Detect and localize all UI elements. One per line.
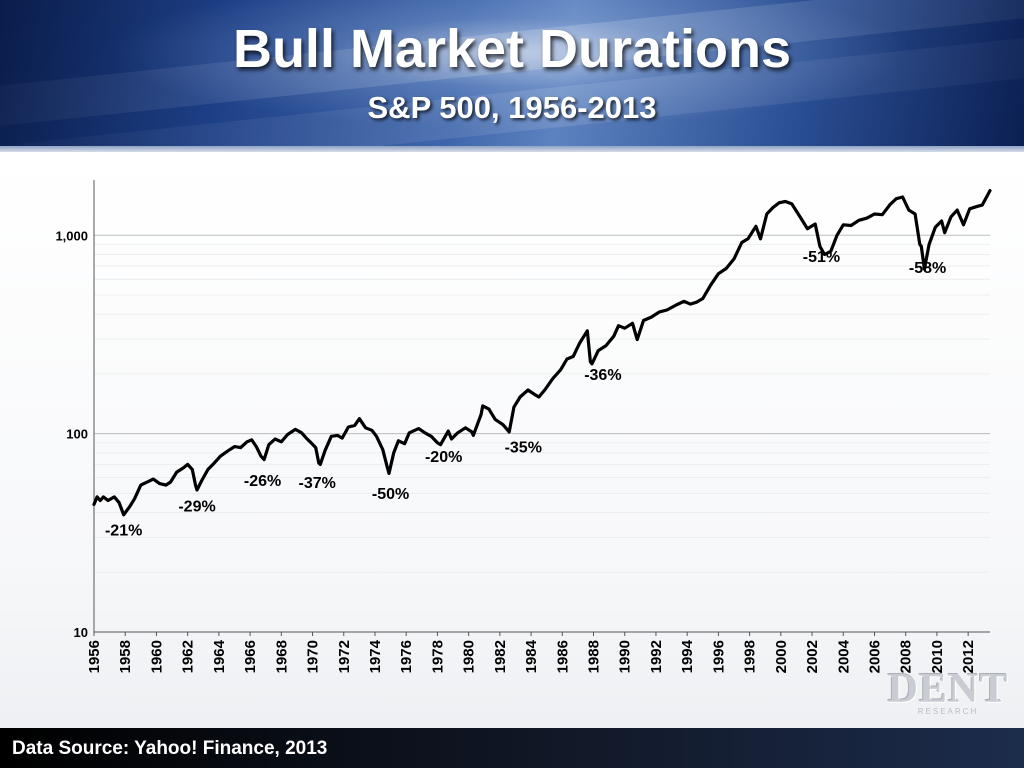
x-tick-label: 1994: [679, 639, 696, 673]
x-tick-label: 1990: [617, 640, 634, 673]
x-tick-label: 1980: [461, 640, 478, 673]
gridlines: [94, 234, 990, 633]
x-tick-label: 1978: [429, 640, 446, 673]
axes: [93, 180, 990, 636]
x-tick-label: 1958: [117, 640, 134, 673]
x-tick-label: 2004: [835, 639, 852, 673]
x-tick-label: 1970: [305, 640, 322, 673]
page-title: Bull Market Durations: [232, 19, 792, 79]
chart-area: 10 100 1,000 1956 1958 1960 1962 1964 1966 1968 1…: [0, 152, 1024, 728]
x-tick-label: 1988: [586, 640, 603, 673]
drawdown-label: -20%: [425, 449, 462, 466]
x-tick-label: 1986: [554, 640, 571, 673]
x-tick-label: 1974: [367, 639, 384, 673]
drawdown-label: -35%: [505, 440, 542, 457]
sp500-line: [92, 189, 992, 517]
x-tick-label: 1968: [273, 640, 290, 673]
logo-word: DENT: [887, 666, 1009, 712]
x-tick-label: 2012: [960, 640, 977, 673]
drawdown-label: -50%: [372, 486, 409, 503]
drawdown-label: -26%: [244, 473, 281, 490]
x-tick-label: 1996: [710, 640, 727, 673]
x-tick-label: 1982: [492, 640, 509, 673]
x-tick-label: 2006: [866, 640, 883, 673]
title-banner: Bull Market Durations S&P 500, 1956-2013: [0, 0, 1024, 150]
logo-subtext: RESEARCH: [917, 707, 979, 716]
y-tick-label: 1,000: [55, 228, 88, 243]
y-tick-label: 100: [66, 427, 88, 442]
series-group: [92, 189, 992, 517]
y-axis-labels: 10 100 1,000: [55, 228, 88, 640]
x-tick-label: 1960: [148, 640, 165, 673]
x-tick-label: 1998: [742, 640, 759, 673]
x-tick-label: 2008: [898, 640, 915, 673]
x-tick-label: 1984: [523, 639, 540, 673]
footer-bar: Data Source: Yahoo! Finance, 2013: [0, 728, 1024, 768]
annotations: -21% -29% -26% -37% -50% -20% -35% -36% -51% -58%: [105, 249, 946, 540]
x-axis-labels: 1956 1958 1960 1962 1964 1966 1968 1970 1972 1974…: [86, 639, 977, 673]
x-tick-label: 2002: [804, 640, 821, 673]
data-source-note: Data Source: Yahoo! Finance, 2013: [12, 738, 328, 759]
x-tick-label: 1956: [86, 640, 103, 673]
x-tick-label: 2010: [929, 640, 946, 673]
drawdown-label: -37%: [299, 475, 336, 492]
x-tick-label: 1966: [242, 640, 259, 673]
drawdown-label: -21%: [105, 523, 142, 540]
x-tick-label: 1976: [398, 640, 415, 673]
x-tick-label: 1964: [211, 639, 228, 673]
x-tick-label: 1962: [180, 640, 197, 673]
dent-research-logo: DENT RESEARCH: [878, 668, 1018, 716]
drawdown-label: -51%: [803, 249, 840, 266]
drawdown-label: -29%: [178, 499, 215, 516]
x-tick-label: 1992: [648, 640, 665, 673]
x-tick-label: 1972: [336, 640, 353, 673]
y-tick-label: 10: [74, 625, 88, 640]
drawdown-label: -36%: [584, 367, 621, 384]
banner-divider: [0, 146, 1024, 152]
page-subtitle: S&P 500, 1956-2013: [367, 90, 657, 125]
x-tick-label: 2000: [773, 640, 790, 673]
drawdown-label: -58%: [909, 260, 946, 277]
